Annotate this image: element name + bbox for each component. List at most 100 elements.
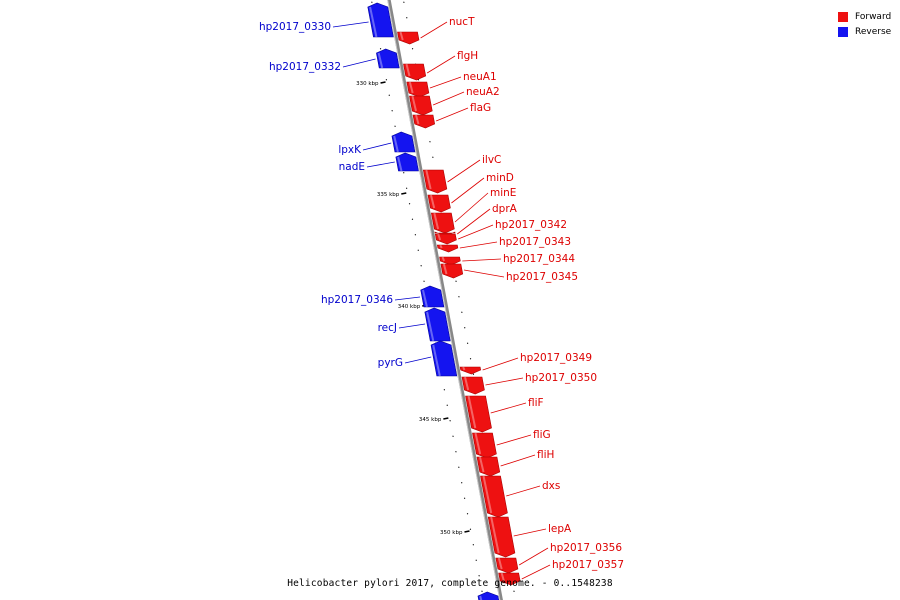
gene-label-dprA[interactable]: dprA: [492, 203, 518, 215]
gene-hp2017_0350-glyph[interactable]: [461, 376, 485, 395]
gene-lepA-leader: [513, 528, 547, 537]
tick-label: 345 kbp: [419, 417, 442, 423]
label-group: hp2017_0330 nucT hp2017_0332 flgH neuA1 neuA2…: [259, 16, 624, 580]
gene-label-nucT[interactable]: nucT: [449, 16, 475, 28]
gene-label-recJ[interactable]: recJ: [378, 322, 397, 334]
gene-label-neuA1[interactable]: neuA1: [463, 71, 497, 83]
gene-neuA1-glyph[interactable]: [406, 81, 430, 98]
gene-label-minE[interactable]: minE: [490, 187, 516, 199]
gene-nadE-glyph[interactable]: [395, 152, 419, 172]
genome-caption: Helicobacter pylori 2017, complete genom…: [287, 578, 613, 589]
gene-label-fliH[interactable]: fliH: [537, 449, 554, 461]
gene-flgH-glyph[interactable]: [403, 63, 427, 81]
gene-hp2017_0342-glyph[interactable]: [434, 233, 457, 245]
minor-tick-right: [469, 358, 472, 360]
gene-label-neuA2[interactable]: neuA2: [466, 86, 500, 98]
gene-hp2017_0330-leader: [332, 21, 369, 28]
minor-tick-left: [452, 435, 454, 437]
gene-recJ-glyph[interactable]: [424, 307, 451, 342]
gene-label-hp2017_0342[interactable]: hp2017_0342: [495, 219, 567, 231]
gene-label-flgH[interactable]: flgH: [457, 50, 478, 62]
major-tick: [464, 530, 470, 533]
major-tick: [443, 417, 449, 420]
gene-pyrG-shade: [432, 344, 441, 377]
gene-label-ilvC[interactable]: ilvC: [482, 154, 501, 166]
gene-hp2017_0356-glyph[interactable]: [495, 557, 519, 574]
legend-item-reverse: Reverse: [838, 24, 891, 39]
gene-flgH-shade: [405, 63, 411, 77]
gene-ilvC-leader: [447, 159, 481, 183]
gene-minE-glyph[interactable]: [430, 212, 455, 234]
gene-fliG-glyph[interactable]: [472, 432, 497, 459]
gene-hp2017_0343-shade: [439, 244, 443, 249]
gene-minD-glyph[interactable]: [427, 194, 451, 213]
gene-fliF-glyph[interactable]: [465, 395, 492, 433]
gene-label-hp2017_0346[interactable]: hp2017_0346: [321, 294, 393, 306]
gene-hp2017_0350-leader: [485, 377, 524, 386]
gene-hp2017_0349-leader: [482, 357, 519, 371]
gene-ilvC-shade: [425, 169, 432, 190]
gene-label-hp2017_0357[interactable]: hp2017_0357: [552, 559, 624, 571]
gene-label-hp2017_0350[interactable]: hp2017_0350: [525, 372, 597, 384]
gene-label-fliG[interactable]: fliG: [533, 429, 551, 441]
gene-hp2017_0345-glyph[interactable]: [440, 263, 464, 279]
gene-lpxK-glyph[interactable]: [391, 131, 416, 153]
gene-pyrG-glyph[interactable]: [430, 340, 458, 377]
minor-tick-left: [379, 48, 382, 50]
gene-label-hp2017_0344[interactable]: hp2017_0344: [503, 253, 575, 265]
gene-label-fliF[interactable]: fliF: [528, 397, 544, 409]
gene-lpxK-leader: [362, 142, 392, 151]
minor-tick-right: [458, 296, 460, 298]
gene-ilvC-glyph[interactable]: [422, 169, 448, 194]
gene-label-hp2017_0330[interactable]: hp2017_0330: [259, 21, 331, 33]
minor-tick-right: [406, 17, 408, 19]
gene-label-hp2017_0349[interactable]: hp2017_0349: [520, 352, 592, 364]
minor-tick-right: [411, 48, 414, 50]
minor-tick-left: [371, 1, 373, 3]
gene-hp2017_0332-glyph[interactable]: [376, 48, 400, 69]
minor-tick-left: [463, 497, 466, 499]
gene-hp2017_0357-glyph[interactable]: [498, 572, 521, 586]
gene-hp2017_0344-glyph[interactable]: [439, 256, 461, 266]
gene-minD-shade: [429, 194, 436, 209]
gene-label-minD[interactable]: minD: [486, 172, 514, 184]
gene-hp2017_0349-glyph[interactable]: [459, 366, 482, 375]
gene-label-hp2017_0356[interactable]: hp2017_0356: [550, 542, 622, 554]
minor-tick-left: [449, 420, 451, 422]
minor-tick-left: [391, 110, 393, 112]
gene-hp2017_0357-shade: [500, 572, 505, 582]
gene-hp2017_0346-glyph[interactable]: [420, 285, 445, 308]
gene-lepA-glyph[interactable]: [487, 516, 516, 558]
gene-flaG-glyph[interactable]: [412, 114, 436, 129]
gene-hp2017_0330-glyph[interactable]: [367, 2, 394, 38]
gene-label-hp2017_0343[interactable]: hp2017_0343: [499, 236, 571, 248]
gene-label-hp2017_0332[interactable]: hp2017_0332: [269, 61, 341, 73]
gene-flaG-leader: [435, 107, 469, 122]
gene-dprA-shade: [437, 231, 440, 234]
minor-tick-right: [429, 141, 431, 143]
gene-label-lpxK[interactable]: lpxK: [338, 144, 362, 156]
legend: Forward Reverse: [838, 9, 891, 39]
gene-fliH-glyph[interactable]: [476, 456, 501, 477]
gene-hp2017_0342-leader: [458, 224, 494, 240]
gene-offscreen-glyph[interactable]: [477, 591, 501, 600]
gene-label-lepA[interactable]: lepA: [548, 523, 572, 535]
gene-label-flaG[interactable]: flaG: [470, 102, 491, 114]
gene-label-nadE[interactable]: nadE: [339, 161, 365, 173]
gene-neuA2-glyph[interactable]: [409, 95, 433, 116]
gene-hp2017_0343-glyph[interactable]: [436, 244, 459, 253]
gene-label-hp2017_0345[interactable]: hp2017_0345: [506, 271, 578, 283]
gene-dxs-leader: [506, 485, 541, 497]
gene-nucT-glyph[interactable]: [397, 31, 420, 45]
gene-dxs-glyph[interactable]: [480, 475, 508, 518]
minor-tick-left: [455, 451, 457, 453]
gene-label-pyrG[interactable]: pyrG: [378, 357, 403, 369]
minor-tick-right: [403, 1, 405, 3]
minor-tick-right: [432, 156, 434, 158]
gene-minD-leader: [451, 177, 485, 204]
genome-backbone: [387, 0, 503, 600]
minor-tick-left: [408, 203, 411, 205]
gene-label-dxs[interactable]: dxs: [542, 480, 560, 492]
minor-tick-left: [388, 94, 390, 96]
